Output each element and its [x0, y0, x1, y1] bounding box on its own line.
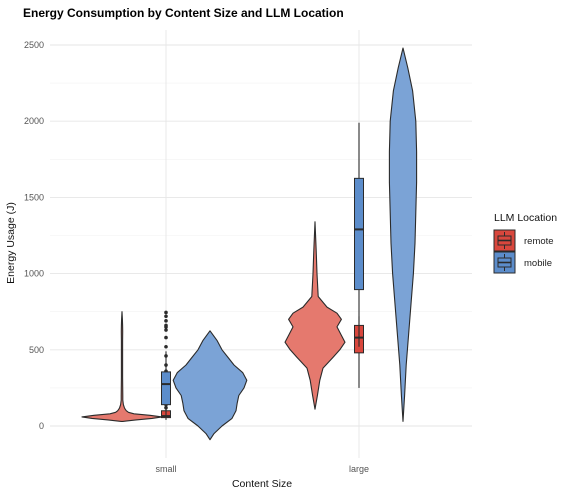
x-tick-label-small: small [155, 464, 176, 474]
x-tick-label-large: large [349, 464, 369, 474]
legend-item-remote: remote [493, 229, 554, 252]
chart-title: Energy Consumption by Content Size and L… [23, 6, 344, 20]
violin-mobile-large [388, 47, 418, 422]
outlier-point [164, 328, 168, 332]
box-iqr [161, 371, 171, 406]
y-tick-label: 1500 [24, 192, 44, 202]
legend-item-mobile: mobile [493, 251, 552, 274]
legend: LLM Location remote mobile [493, 212, 557, 274]
y-tick-label: 500 [29, 345, 44, 355]
violin-remote-large [284, 221, 346, 410]
boxplot-mobile-small [161, 351, 171, 417]
y-tick-label: 2500 [24, 40, 44, 50]
y-tick-label: 2000 [24, 116, 44, 126]
y-tick-label: 0 [39, 421, 44, 431]
violin-layer [81, 47, 418, 441]
y-tick-labels: 0 500 1000 1500 2000 2500 [24, 40, 44, 431]
y-axis-title: Energy Usage (J) [5, 202, 17, 284]
y-tick-label: 1000 [24, 269, 44, 279]
legend-label-remote: remote [524, 236, 554, 247]
boxplot-mobile-large [354, 122, 364, 347]
outlier-point [164, 319, 168, 323]
outlier-point [164, 335, 168, 340]
outlier-point [164, 310, 168, 315]
outlier-point [164, 344, 168, 349]
legend-title: LLM Location [494, 212, 557, 224]
x-axis-title: Content Size [232, 478, 292, 490]
x-tick-labels: small large [155, 464, 369, 474]
violin-mobile-small [172, 330, 248, 441]
box-iqr [354, 177, 364, 291]
outlier-point [164, 323, 168, 328]
legend-label-mobile: mobile [524, 258, 552, 269]
violin-remote-small [81, 311, 163, 422]
outlier-point [164, 314, 168, 319]
boxplot-layer [161, 122, 364, 420]
